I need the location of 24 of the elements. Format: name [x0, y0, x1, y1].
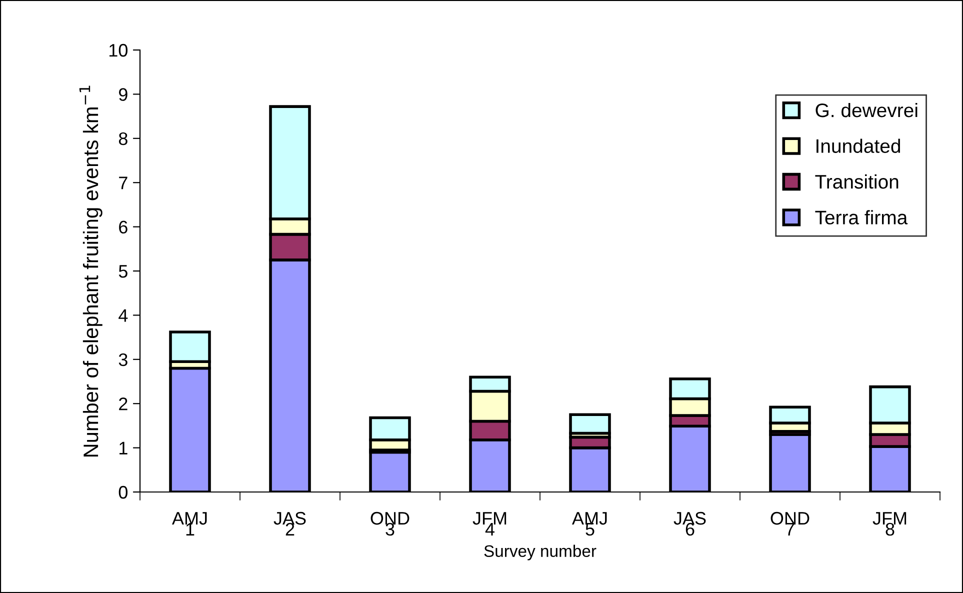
y-tick-label: 6 — [119, 220, 128, 234]
x-tick-label: JAS 6 — [674, 512, 706, 536]
y-tick-label: 1 — [120, 442, 128, 454]
y-tick-label: 3 — [118, 353, 128, 366]
y-tick-label: 0 — [118, 486, 128, 499]
x-tick-label: AMJ 1 — [172, 512, 207, 536]
y-tick-label: 5 — [118, 265, 128, 278]
legend-label: Terra firma — [815, 210, 908, 224]
legend-label: G. dewevrei — [816, 102, 918, 118]
x-tick-label: OND 3 — [370, 512, 410, 536]
x-tick-label: AMJ 5 — [572, 512, 607, 536]
y-tick-label: 2 — [119, 398, 128, 410]
legend-label: Inundated — [816, 138, 900, 153]
x-tick-label: JAS 2 — [274, 512, 306, 536]
y-tick-label: 8 — [118, 132, 128, 146]
y-tick-label: 9 — [119, 88, 128, 101]
y-tick-label: 10 — [109, 44, 128, 57]
legend-label: Transition — [815, 174, 898, 189]
y-tick-label: 7 — [119, 176, 128, 190]
y-axis-title: Number of elephant fruiting events km$^{−1}$ — [79, 86, 102, 456]
y-tick-label: 4 — [118, 309, 128, 322]
x-tick-label: JFM 8 — [872, 512, 906, 536]
x-tick-label: JFM 4 — [472, 512, 506, 536]
x-axis-title: Survey number — [484, 544, 596, 560]
